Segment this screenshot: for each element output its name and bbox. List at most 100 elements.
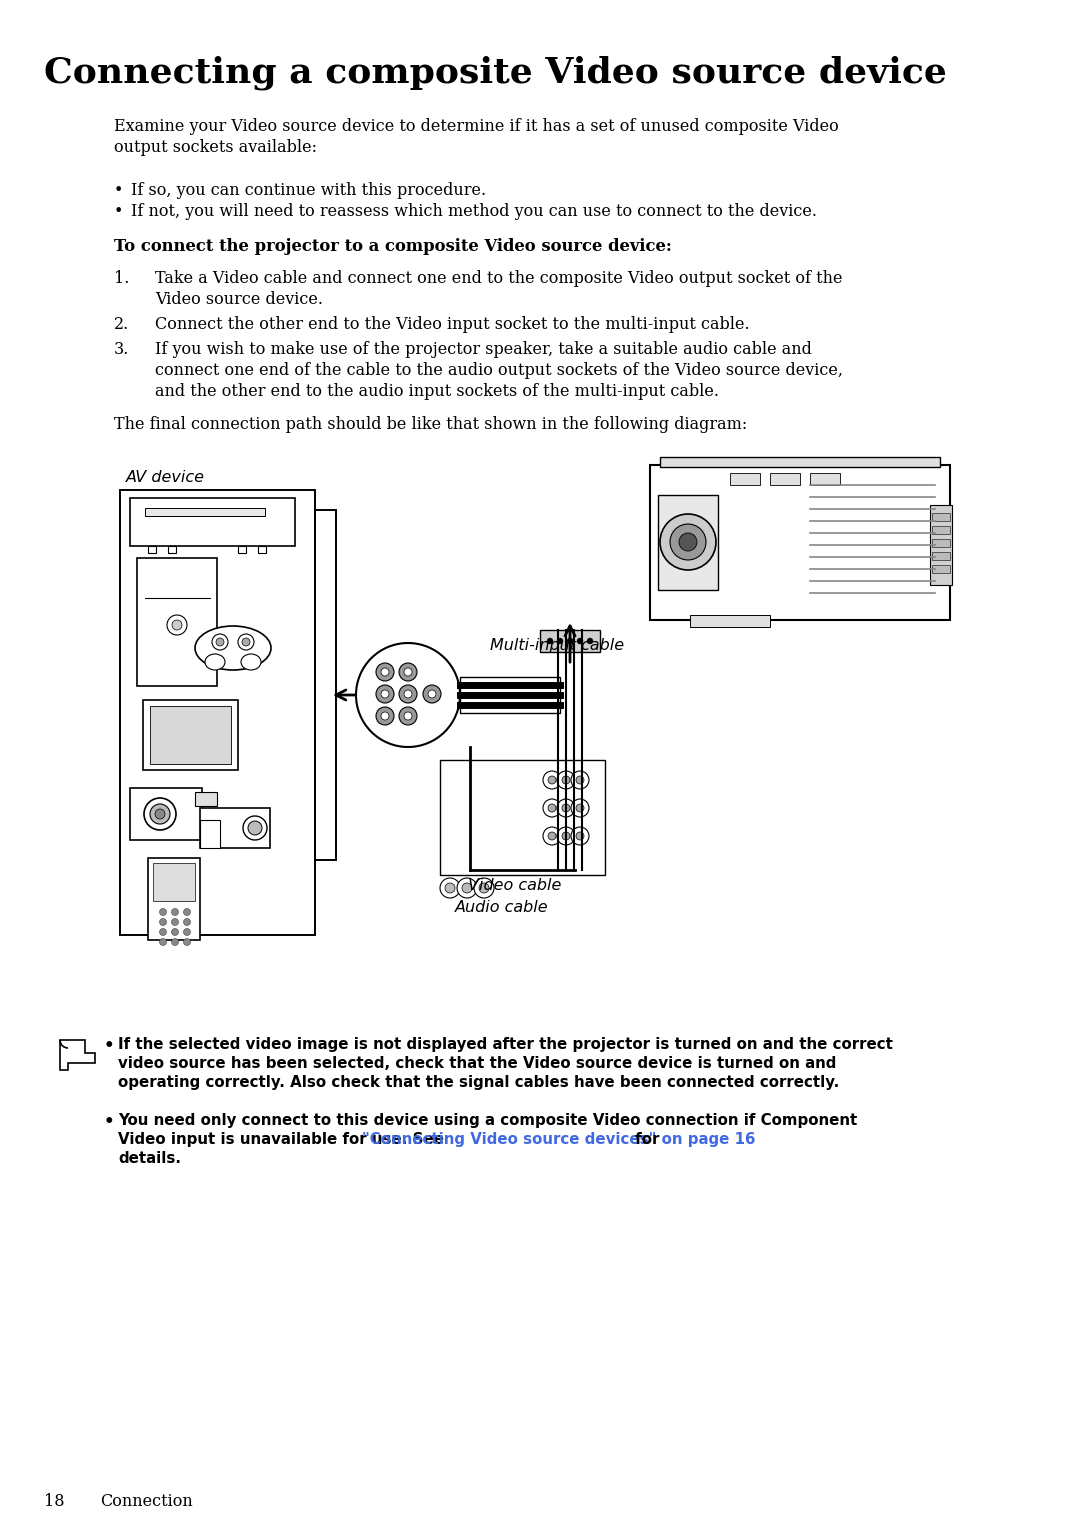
Bar [258, 546, 266, 553]
Circle shape [404, 668, 411, 676]
Text: To connect the projector to a composite Video source device:: To connect the projector to a composite … [114, 239, 672, 255]
Circle shape [184, 908, 190, 916]
Text: Multi-input cable: Multi-input cable [490, 638, 624, 653]
Bar [238, 546, 246, 553]
Bar [195, 792, 217, 806]
Circle shape [184, 928, 190, 936]
Bar [200, 807, 270, 849]
Text: operating correctly. Also check that the signal cables have been connected corre: operating correctly. Also check that the… [118, 1075, 839, 1090]
Circle shape [557, 827, 575, 846]
Bar [150, 706, 231, 764]
Text: Audio cable: Audio cable [455, 901, 549, 914]
Bar [460, 677, 561, 713]
Ellipse shape [241, 654, 261, 670]
Text: •: • [104, 1113, 114, 1131]
Circle shape [216, 638, 224, 645]
Circle shape [399, 706, 417, 725]
Circle shape [184, 919, 190, 925]
Ellipse shape [670, 524, 706, 560]
Text: Connecting a composite Video source device: Connecting a composite Video source devi… [44, 55, 947, 90]
Bar [690, 615, 770, 627]
Circle shape [576, 804, 584, 812]
Circle shape [376, 685, 394, 703]
Circle shape [172, 928, 178, 936]
Circle shape [557, 638, 563, 644]
Circle shape [150, 804, 170, 824]
Circle shape [242, 638, 249, 645]
Text: If the selected video image is not displayed after the projector is turned on an: If the selected video image is not displ… [118, 1037, 893, 1052]
Circle shape [571, 827, 589, 846]
Text: •: • [104, 1037, 114, 1055]
Circle shape [160, 908, 166, 916]
Text: details.: details. [118, 1151, 181, 1167]
Text: output sockets available:: output sockets available: [114, 139, 318, 156]
Circle shape [445, 884, 455, 893]
Bar [200, 820, 220, 849]
Bar [810, 472, 840, 485]
Circle shape [571, 800, 589, 816]
Circle shape [381, 668, 389, 676]
Circle shape [562, 832, 570, 839]
Bar [932, 566, 950, 573]
Text: 2.: 2. [114, 317, 130, 333]
Circle shape [212, 635, 228, 650]
Bar [148, 546, 156, 553]
Ellipse shape [356, 644, 460, 748]
Bar [153, 862, 195, 901]
Circle shape [156, 809, 165, 820]
Bar [730, 472, 760, 485]
Bar [440, 760, 605, 875]
Text: connect one end of the cable to the audio output sockets of the Video source dev: connect one end of the cable to the audi… [156, 362, 843, 379]
Circle shape [248, 821, 262, 835]
Text: Video source device.: Video source device. [156, 291, 323, 307]
Circle shape [543, 800, 561, 816]
Text: You need only connect to this device using a composite Video connection if Compo: You need only connect to this device usi… [118, 1113, 858, 1128]
Ellipse shape [205, 654, 225, 670]
Text: Connection: Connection [100, 1492, 192, 1511]
Bar [658, 495, 718, 590]
Text: Video cable: Video cable [468, 878, 562, 893]
Text: 1.: 1. [114, 271, 130, 287]
Circle shape [548, 832, 556, 839]
Bar [932, 526, 950, 534]
Bar [143, 700, 238, 771]
Circle shape [376, 706, 394, 725]
Circle shape [557, 771, 575, 789]
Ellipse shape [660, 514, 716, 570]
Circle shape [381, 713, 389, 720]
Bar [145, 508, 265, 515]
Polygon shape [60, 1040, 95, 1070]
Bar [660, 457, 940, 466]
Bar [932, 552, 950, 560]
Text: "Connecting Video source devices" on page 16: "Connecting Video source devices" on pag… [362, 1131, 755, 1147]
Bar [120, 489, 315, 936]
Circle shape [238, 635, 254, 650]
Bar [130, 787, 202, 839]
Circle shape [172, 919, 178, 925]
Bar [932, 540, 950, 547]
Circle shape [423, 685, 441, 703]
Circle shape [399, 685, 417, 703]
Circle shape [562, 804, 570, 812]
Bar [137, 558, 217, 687]
Circle shape [399, 664, 417, 680]
Circle shape [160, 928, 166, 936]
Circle shape [576, 777, 584, 784]
Text: for: for [631, 1131, 660, 1147]
Circle shape [160, 919, 166, 925]
Circle shape [172, 908, 178, 916]
Circle shape [172, 619, 183, 630]
Ellipse shape [679, 534, 697, 550]
Circle shape [557, 800, 575, 816]
Circle shape [404, 713, 411, 720]
Circle shape [474, 878, 494, 898]
Bar [932, 514, 950, 521]
Text: The final connection path should be like that shown in the following diagram:: The final connection path should be like… [114, 416, 747, 433]
Circle shape [577, 638, 583, 644]
Circle shape [167, 615, 187, 635]
Bar [148, 858, 200, 940]
Circle shape [562, 777, 570, 784]
Bar [130, 498, 295, 546]
Bar [930, 505, 951, 586]
Bar [168, 546, 176, 553]
